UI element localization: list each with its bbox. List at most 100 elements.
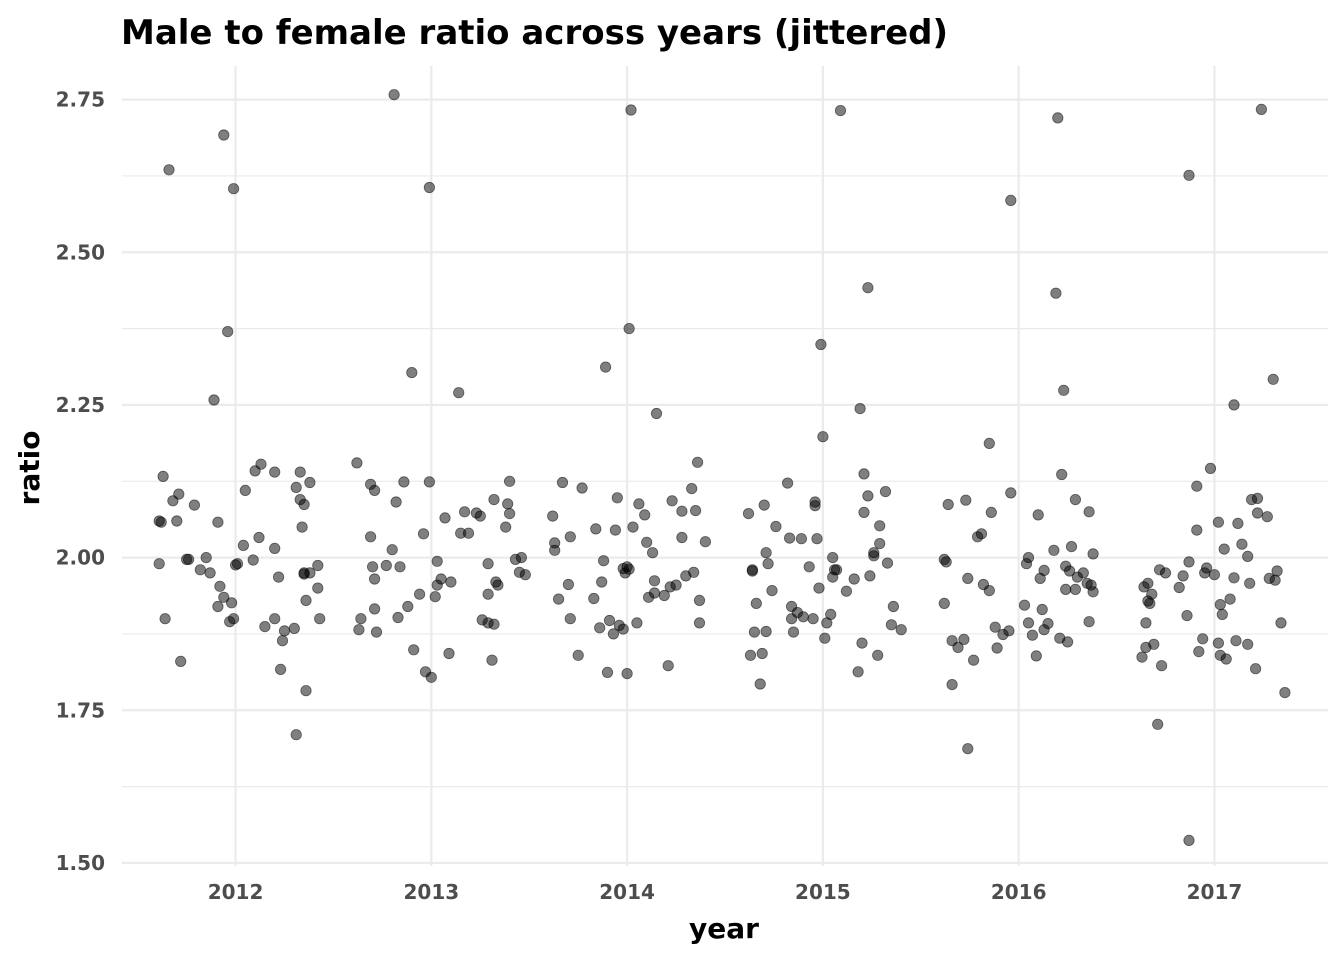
data-point-58: [314, 613, 326, 625]
data-point-304: [1191, 524, 1203, 536]
data-point-9: [175, 655, 187, 668]
data-point-121: [564, 613, 576, 625]
data-point-332: [1255, 103, 1268, 116]
data-point-64: [366, 561, 379, 573]
data-point-110: [503, 475, 516, 487]
data-point-185: [783, 532, 796, 544]
data-point-233: [946, 678, 958, 691]
data-point-291: [1144, 597, 1156, 610]
data-point-254: [1022, 551, 1035, 564]
data-point-8: [173, 488, 185, 500]
data-point-88: [435, 573, 447, 585]
data-point-48: [296, 521, 308, 533]
data-point-319: [1224, 593, 1236, 605]
data-point-149: [641, 536, 653, 548]
data-point-301: [1183, 169, 1195, 181]
data-point-66: [368, 573, 381, 585]
data-point-43: [288, 622, 300, 635]
data-point-220: [872, 649, 884, 661]
data-point-165: [689, 504, 702, 517]
data-point-271: [1060, 583, 1072, 596]
data-point-283: [1087, 548, 1099, 560]
data-point-215: [862, 282, 874, 294]
data-point-179: [760, 547, 772, 559]
x-tick-label-0: 2012: [208, 880, 264, 904]
x-tick-label-4: 2016: [991, 880, 1047, 904]
data-point-223: [879, 485, 892, 498]
data-point-7: [171, 515, 183, 527]
data-point-40: [274, 663, 287, 676]
data-point-193: [807, 613, 819, 625]
data-point-119: [556, 476, 569, 489]
data-point-168: [693, 594, 706, 607]
y-axis-title: ratio: [13, 431, 46, 506]
data-point-117: [549, 537, 561, 549]
data-point-292: [1146, 588, 1158, 600]
data-point-226: [887, 600, 900, 613]
data-point-125: [588, 592, 600, 605]
data-point-212: [856, 637, 868, 649]
data-point-71: [388, 89, 400, 101]
data-point-255: [1022, 617, 1035, 629]
data-point-78: [408, 644, 420, 656]
data-point-25: [228, 183, 240, 195]
data-point-171: [744, 649, 757, 661]
data-point-29: [239, 484, 251, 496]
data-point-50: [300, 594, 312, 607]
data-point-104: [488, 493, 500, 506]
data-point-129: [597, 555, 610, 567]
data-point-153: [648, 575, 661, 587]
data-point-190: [795, 533, 808, 545]
data-point-92: [453, 387, 465, 399]
x-axis-title: year: [689, 912, 759, 945]
data-point-83: [425, 671, 437, 683]
data-point-108: [502, 498, 514, 510]
data-point-107: [500, 521, 512, 533]
data-point-74: [394, 561, 406, 573]
x-tick-label-2: 2014: [599, 880, 655, 904]
data-point-298: [1173, 581, 1185, 594]
data-point-208: [840, 585, 853, 597]
data-point-310: [1204, 462, 1217, 474]
data-point-219: [868, 547, 880, 559]
data-point-244: [983, 437, 995, 449]
data-point-126: [590, 523, 602, 535]
chart-title: Male to female ratio across years (jitte…: [121, 13, 948, 53]
data-point-37: [269, 466, 281, 478]
data-point-133: [607, 628, 620, 640]
data-point-164: [688, 566, 700, 578]
data-point-338: [1275, 617, 1287, 629]
data-point-5: [159, 613, 171, 625]
data-point-17: [212, 516, 224, 528]
data-point-73: [392, 611, 404, 624]
y-tick-label-5: 2.75: [56, 88, 105, 112]
tick-labels: 1.50 1.75 2.00 2.25 2.50 2.75 2012 2013 2014 2015…: [56, 88, 1243, 904]
data-point-273: [1064, 565, 1076, 577]
data-point-176: [754, 678, 766, 690]
data-point-53: [300, 685, 312, 697]
data-point-160: [676, 505, 688, 517]
data-point-175: [750, 597, 762, 610]
data-point-305: [1191, 480, 1203, 492]
data-point-145: [627, 521, 639, 533]
data-point-331: [1251, 492, 1264, 504]
data-point-330: [1251, 507, 1264, 519]
data-point-61: [355, 613, 367, 625]
data-point-60: [353, 624, 365, 636]
data-point-260: [1036, 603, 1048, 616]
y-tick-label-4: 2.50: [56, 240, 105, 264]
data-point-173: [746, 565, 759, 577]
data-point-154: [650, 407, 663, 420]
data-point-167: [693, 617, 706, 629]
data-point-30: [237, 539, 249, 552]
data-point-312: [1212, 637, 1225, 649]
data-point-35: [259, 620, 271, 633]
data-point-266: [1052, 112, 1064, 124]
data-point-258: [1032, 509, 1044, 521]
data-point-323: [1232, 517, 1244, 530]
data-point-22: [218, 591, 230, 603]
data-point-174: [748, 626, 761, 638]
data-point-245: [985, 506, 997, 519]
data-point-234: [952, 641, 964, 654]
data-point-122: [564, 531, 576, 543]
